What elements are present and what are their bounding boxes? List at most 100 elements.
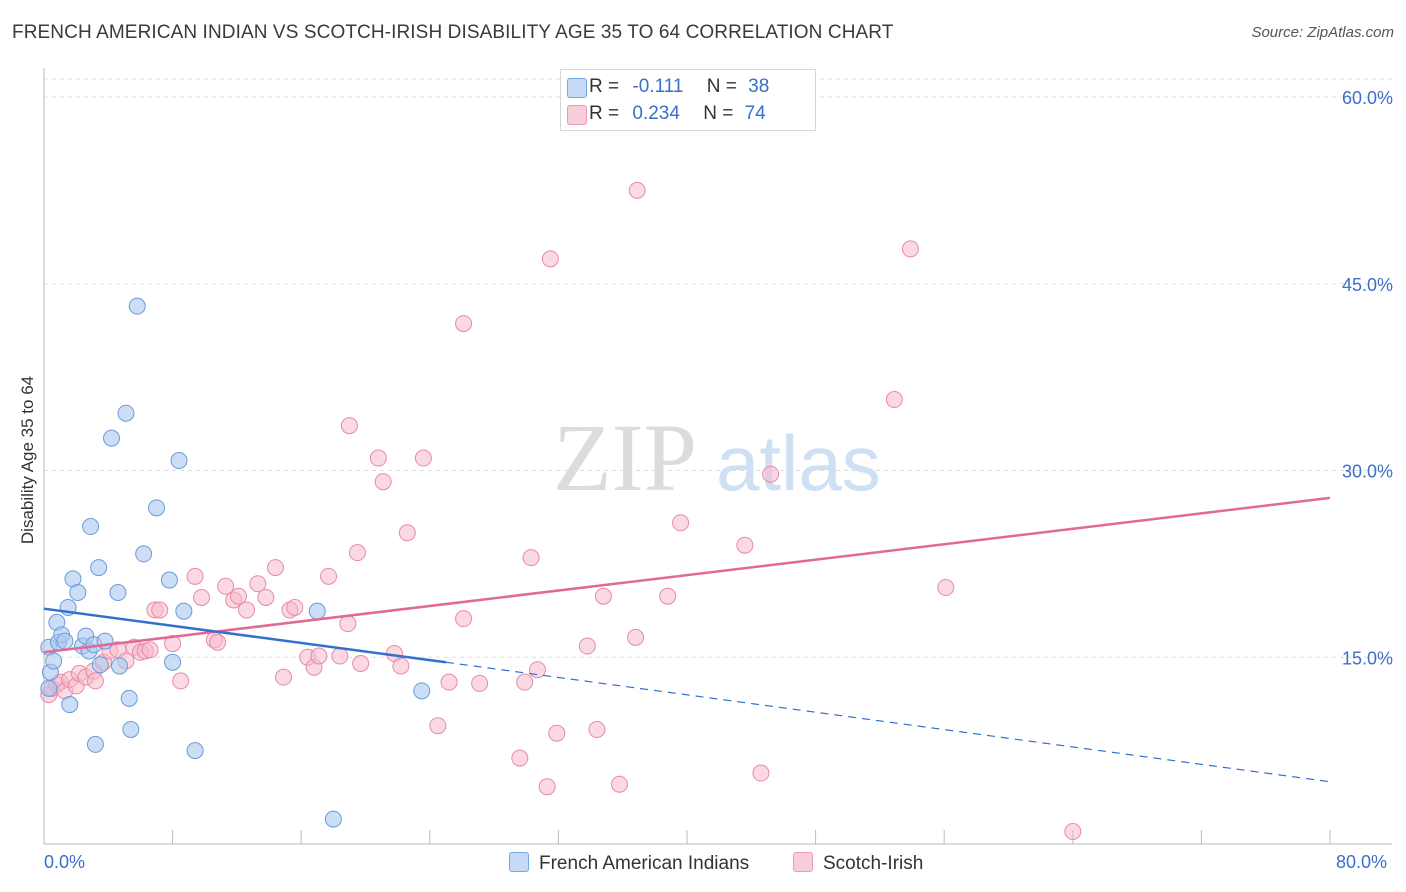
scotch-irish-point: [86, 672, 104, 690]
axes: [43, 68, 1392, 845]
legend-swatch-pink: [567, 105, 587, 125]
french-american-indian-point: [103, 429, 121, 447]
french-american-indian-point: [308, 602, 326, 620]
source-credit: Source: ZipAtlas.com: [1251, 24, 1394, 41]
scotch-irish-trend-line: [43, 496, 1331, 654]
french-american-indian-points: [40, 297, 431, 828]
legend-row-scotch-irish: R = 0.234 N = 74: [567, 101, 766, 127]
y-tick-label: 15.0%: [1342, 648, 1393, 668]
french-american-indian-point: [122, 720, 140, 738]
french-american-indian-point: [413, 682, 431, 700]
n-label: N =: [703, 103, 734, 124]
french-american-indian-point: [82, 518, 100, 536]
french-american-indian-point: [135, 545, 153, 563]
french-american-indian-point: [56, 632, 74, 650]
y-tick-label: 60.0%: [1342, 88, 1393, 108]
scotch-irish-point: [209, 633, 227, 651]
scotch-irish-points: [40, 181, 1082, 841]
y-axis-label: Disability Age 35 to 64: [18, 375, 37, 545]
scotch-irish-point: [455, 610, 473, 628]
french-american-indian-point: [128, 297, 146, 315]
legend-label: French American Indians: [539, 853, 750, 874]
french-american-indian-point: [164, 653, 182, 671]
scotch-irish-point: [398, 524, 416, 542]
scotch-irish-point: [752, 764, 770, 782]
scotch-irish-point: [736, 536, 754, 554]
scotch-irish-point: [594, 587, 612, 605]
x-axis-min-label: 0.0%: [44, 852, 86, 872]
scotch-irish-point: [522, 549, 540, 567]
scotch-irish-point: [310, 647, 328, 665]
scotch-irish-point: [339, 615, 357, 633]
french-american-indian-point: [160, 571, 178, 589]
scotch-irish-point: [429, 717, 447, 735]
scotch-irish-point: [440, 673, 458, 691]
r-label: R =: [589, 103, 620, 124]
scotch-irish-point: [672, 514, 690, 532]
french-american-indian-point: [69, 584, 87, 602]
scotch-irish-point: [392, 657, 410, 675]
scotch-irish-point: [455, 315, 473, 333]
legend-swatch-pink: [793, 852, 813, 872]
n-value: 38: [748, 76, 770, 97]
scotch-irish-point: [331, 647, 349, 665]
scotch-irish-point: [471, 674, 489, 692]
scotch-irish-point: [511, 749, 529, 767]
scotch-irish-point: [538, 778, 556, 796]
scotch-irish-point: [193, 588, 211, 606]
scotch-irish-point: [588, 720, 606, 738]
french-american-indian-point: [109, 584, 127, 602]
scotch-irish-point: [369, 449, 387, 467]
legend-swatch-blue: [509, 852, 529, 872]
legend-row-french-american-indians: R = -0.111 N = 38: [567, 74, 770, 100]
n-label: N =: [706, 76, 737, 97]
scotch-irish-point: [249, 575, 267, 593]
correlation-legend: R = -0.111 N = 38 R = 0.234 N = 74: [560, 69, 816, 131]
scotch-irish-point: [548, 724, 566, 742]
scotch-irish-point: [348, 544, 366, 562]
scotch-irish-point: [275, 668, 293, 686]
french-american-indian-point: [91, 656, 109, 674]
scotch-irish-point: [186, 567, 204, 585]
scotch-irish-point: [578, 637, 596, 655]
scotch-irish-point: [414, 449, 432, 467]
scotch-irish-point: [885, 391, 903, 409]
scotch-irish-point: [374, 473, 392, 491]
french-american-indian-trend-line: [43, 607, 447, 664]
watermark: ZIP atlas: [553, 404, 881, 511]
scotch-irish-point: [937, 579, 955, 597]
french-american-indian-point: [111, 657, 129, 675]
french-american-indian-point: [324, 810, 342, 828]
scotch-irish-point: [257, 588, 275, 606]
scotch-irish-point: [164, 635, 182, 653]
scotch-irish-point: [516, 673, 534, 691]
french-american-indian-point: [120, 689, 138, 707]
scotch-irish-point: [238, 601, 256, 619]
scotch-irish-point: [230, 587, 248, 605]
trend-lines: [43, 496, 1331, 783]
french-american-indian-point: [148, 499, 166, 517]
scotch-irish-point: [217, 577, 235, 595]
r-label: R =: [589, 76, 620, 97]
scotch-irish-point: [151, 601, 169, 619]
scotch-irish-point: [659, 587, 677, 605]
scotch-irish-point: [266, 559, 284, 577]
r-value: -0.111: [632, 76, 684, 97]
watermark-atlas: atlas: [716, 419, 881, 507]
legend-label: Scotch-Irish: [823, 853, 924, 874]
scotch-irish-point: [286, 598, 304, 616]
french-american-indian-point: [186, 742, 204, 760]
scotch-irish-point: [320, 567, 338, 585]
legend-item-scotch-irish: Scotch-Irish: [793, 852, 923, 875]
chart-title: FRENCH AMERICAN INDIAN VS SCOTCH-IRISH D…: [12, 22, 894, 43]
legend-swatch-blue: [567, 78, 587, 98]
n-value: 74: [744, 103, 766, 124]
french-american-indian-point: [45, 652, 63, 670]
french-american-indian-point: [90, 559, 108, 577]
scotch-irish-point: [627, 628, 645, 646]
scotch-irish-point: [141, 641, 159, 659]
french-american-indian-point: [61, 696, 79, 714]
legend-item-french-american-indians: French American Indians: [509, 852, 749, 875]
scotch-irish-point: [901, 240, 919, 258]
